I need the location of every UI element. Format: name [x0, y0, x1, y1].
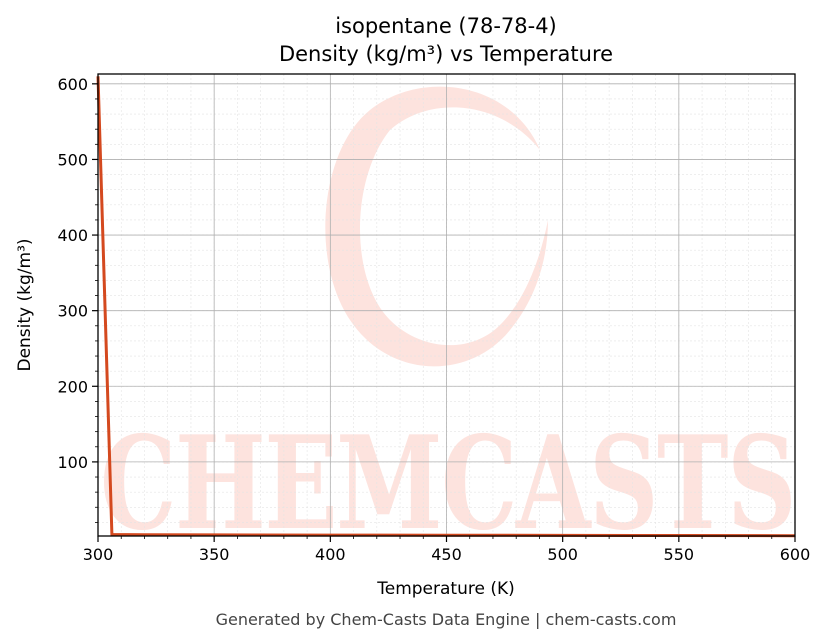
x-tick-label: 400 — [315, 545, 346, 564]
x-tick-label: 550 — [664, 545, 695, 564]
x-axis-label: Temperature (K) — [376, 579, 515, 599]
chart-subtitle: Density (kg/m³) vs Temperature — [279, 42, 613, 66]
y-tick-label: 500 — [57, 150, 88, 169]
x-tick-label: 350 — [199, 545, 230, 564]
x-tick-label: 450 — [431, 545, 462, 564]
y-axis-label: Density (kg/m³) — [15, 238, 35, 371]
x-tick-label: 300 — [83, 545, 114, 564]
y-tick-label: 600 — [57, 75, 88, 94]
y-tick-label: 400 — [57, 226, 88, 245]
y-tick-label: 300 — [57, 302, 88, 321]
y-tick-label: 100 — [57, 453, 88, 472]
y-tick-label: 200 — [57, 377, 88, 396]
footer-credit: Generated by Chem-Casts Data Engine | ch… — [216, 610, 677, 629]
tick-layer: 300 350 400 450 500 550 600 100 200 300 400 500 600 — [57, 75, 810, 564]
chart-title: isopentane (78-78-4) — [335, 14, 557, 38]
x-tick-label: 600 — [780, 545, 811, 564]
major-grid — [97, 74, 796, 536]
x-tick-label: 500 — [547, 545, 578, 564]
